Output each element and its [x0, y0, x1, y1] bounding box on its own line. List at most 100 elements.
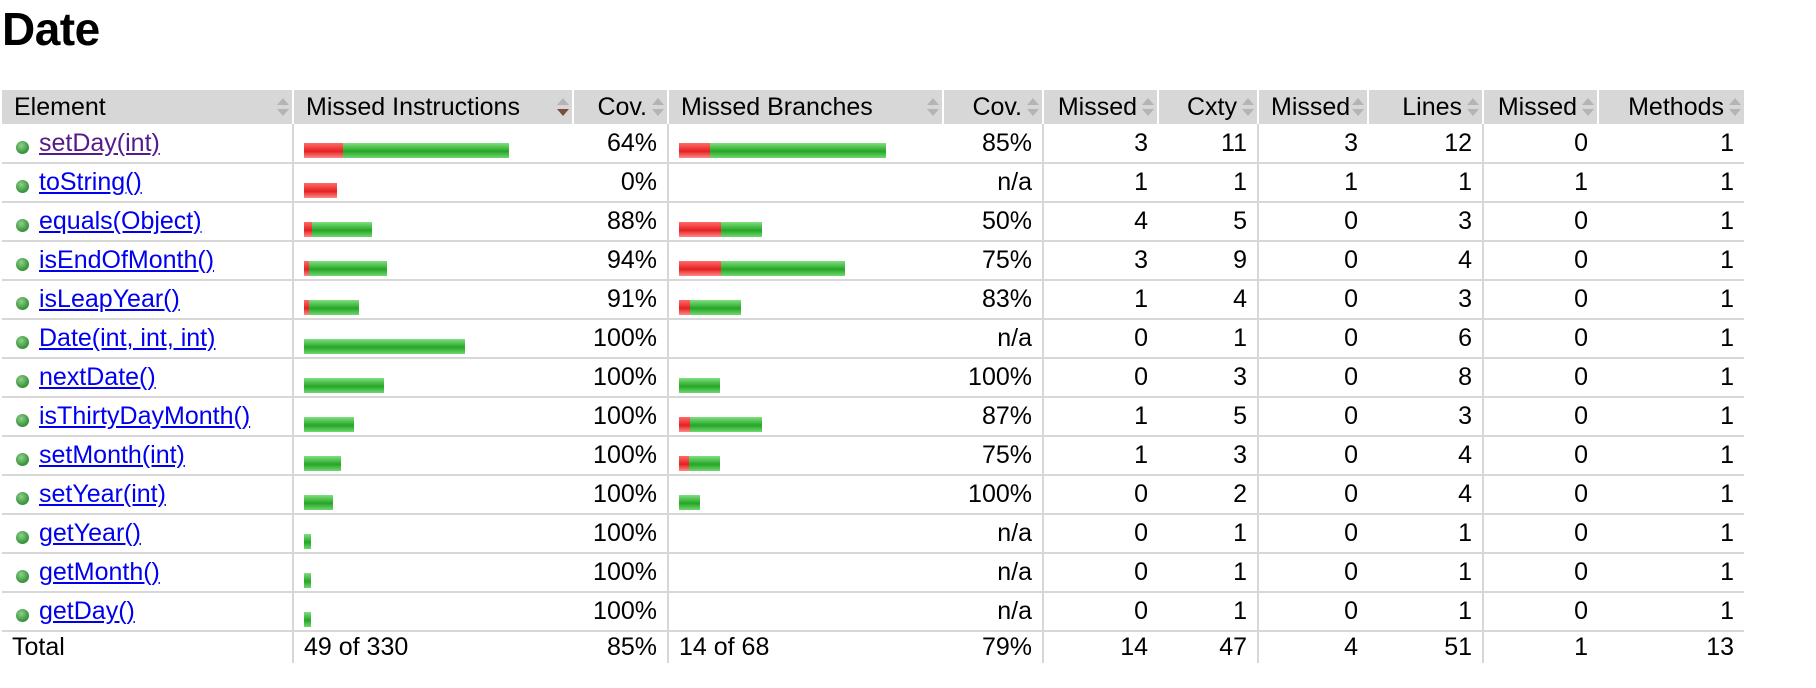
- sort-icon: [650, 98, 664, 118]
- method-link[interactable]: getDay(): [39, 597, 135, 625]
- missed-methods: 0: [1482, 436, 1598, 476]
- missed-bar-segment: [679, 221, 721, 237]
- header-missed-branches[interactable]: Missed Branches: [667, 90, 943, 124]
- element-cell: nextDate(): [2, 358, 293, 398]
- method-link[interactable]: isThirtyDayMonth(): [39, 402, 251, 430]
- instructions-cov: 100%: [573, 436, 668, 476]
- missed-lines: 0: [1257, 280, 1368, 320]
- branches-bar-cell: [667, 241, 943, 281]
- sort-icon: [275, 98, 289, 118]
- cxty: 3: [1158, 358, 1258, 398]
- branches-bar-cell: [667, 592, 943, 632]
- instructions-coverage-bar: [304, 449, 341, 471]
- methods: 1: [1598, 436, 1744, 476]
- missed-cxty: 0: [1042, 592, 1158, 632]
- method-link[interactable]: toString(): [39, 168, 142, 196]
- methods: 1: [1598, 553, 1744, 593]
- methods: 1: [1598, 475, 1744, 515]
- cxty: 11: [1158, 124, 1258, 164]
- branches-bar-cell: [667, 397, 943, 437]
- element-cell: getYear(): [2, 514, 293, 554]
- method-link[interactable]: setDay(int): [39, 128, 160, 157]
- method-link[interactable]: equals(Object): [39, 207, 202, 235]
- methods: 1: [1598, 280, 1744, 320]
- header-cov-branches[interactable]: Cov.: [942, 90, 1043, 124]
- cxty: 1: [1158, 553, 1258, 593]
- lines: 6: [1368, 319, 1483, 359]
- header-missed-instructions[interactable]: Missed Instructions: [292, 90, 573, 124]
- total-missed-cxty: 14: [1042, 631, 1158, 663]
- cxty: 5: [1158, 202, 1258, 242]
- instructions-cov: 100%: [573, 397, 668, 437]
- missed-lines: 0: [1257, 436, 1368, 476]
- method-link[interactable]: getYear(): [39, 519, 141, 547]
- method-link[interactable]: getMonth(): [39, 558, 160, 586]
- table-row: getMonth() 100% n/a 0 1 0 1 0 1: [2, 553, 1744, 593]
- method-link[interactable]: setMonth(int): [39, 441, 185, 469]
- cxty: 3: [1158, 436, 1258, 476]
- method-icon: [16, 258, 29, 271]
- methods: 1: [1598, 319, 1744, 359]
- branches-cov: n/a: [943, 553, 1043, 593]
- branches-bar-cell: [667, 514, 943, 554]
- method-icon: [16, 453, 29, 466]
- missed-bar-segment: [679, 455, 689, 471]
- lines: 4: [1368, 436, 1483, 476]
- element-cell: toString(): [2, 163, 293, 203]
- table-row: toString() 0% n/a 1 1 1 1 1 1: [2, 163, 1744, 203]
- lines: 12: [1368, 124, 1483, 164]
- element-cell: Date(int, int, int): [2, 319, 293, 359]
- branches-bar-cell: [667, 202, 943, 242]
- covered-bar-segment: [721, 221, 762, 237]
- header-cxty[interactable]: Cxty: [1157, 90, 1258, 124]
- table-row: nextDate() 100% 100% 0 3 0 8 0 1: [2, 358, 1744, 398]
- element-cell: getDay(): [2, 592, 293, 632]
- lines: 8: [1368, 358, 1483, 398]
- sort-icon: [925, 98, 939, 118]
- element-cell: getMonth(): [2, 553, 293, 593]
- missed-cxty: 3: [1042, 124, 1158, 164]
- instructions-bar-cell: [292, 436, 573, 476]
- branches-cov: 75%: [943, 241, 1043, 281]
- header-missed-methods[interactable]: Missed: [1482, 90, 1598, 124]
- header-lines[interactable]: Lines: [1367, 90, 1483, 124]
- covered-bar-segment: [304, 611, 311, 627]
- branches-bar-cell: [667, 358, 943, 398]
- method-link[interactable]: nextDate(): [39, 363, 156, 391]
- header-missed-cxty[interactable]: Missed: [1042, 90, 1158, 124]
- method-link[interactable]: setYear(int): [39, 480, 166, 508]
- table-row: setDay(int) 64% 85% 3 11 3 12 0 1: [2, 124, 1744, 164]
- instructions-bar-cell: [292, 202, 573, 242]
- missed-methods: 0: [1482, 319, 1598, 359]
- element-cell: isLeapYear(): [2, 280, 293, 320]
- header-cov-instructions[interactable]: Cov.: [572, 90, 668, 124]
- instructions-coverage-bar: [304, 136, 509, 159]
- sort-icon: [1727, 98, 1741, 118]
- covered-bar-segment: [304, 494, 333, 510]
- missed-methods: 0: [1482, 592, 1598, 632]
- table-row: Date(int, int, int) 100% n/a 0 1 0 6 0 1: [2, 319, 1744, 359]
- method-link[interactable]: isLeapYear(): [39, 285, 180, 313]
- branches-cov: 87%: [943, 397, 1043, 437]
- missed-lines: 0: [1257, 241, 1368, 281]
- branches-bar-cell: [667, 124, 943, 164]
- header-methods[interactable]: Methods: [1597, 90, 1744, 124]
- instructions-bar-cell: [292, 319, 573, 359]
- missed-bar-segment: [304, 221, 312, 237]
- method-link[interactable]: isEndOfMonth(): [39, 246, 215, 274]
- instructions-bar-cell: [292, 280, 573, 320]
- element-cell: setMonth(int): [2, 436, 293, 476]
- missed-lines: 0: [1257, 592, 1368, 632]
- element-cell: isEndOfMonth(): [2, 241, 293, 281]
- cxty: 1: [1158, 163, 1258, 203]
- lines: 3: [1368, 202, 1483, 242]
- covered-bar-segment: [304, 377, 384, 393]
- method-link[interactable]: Date(int, int, int): [39, 324, 216, 352]
- instructions-coverage-bar: [304, 566, 311, 588]
- total-lines: 51: [1444, 633, 1472, 661]
- sort-icon: [1025, 98, 1039, 118]
- instructions-cov: 100%: [573, 319, 668, 359]
- header-missed-lines[interactable]: Missed: [1257, 90, 1368, 124]
- branches-coverage-bar: [679, 215, 762, 237]
- header-element[interactable]: Element: [2, 90, 293, 124]
